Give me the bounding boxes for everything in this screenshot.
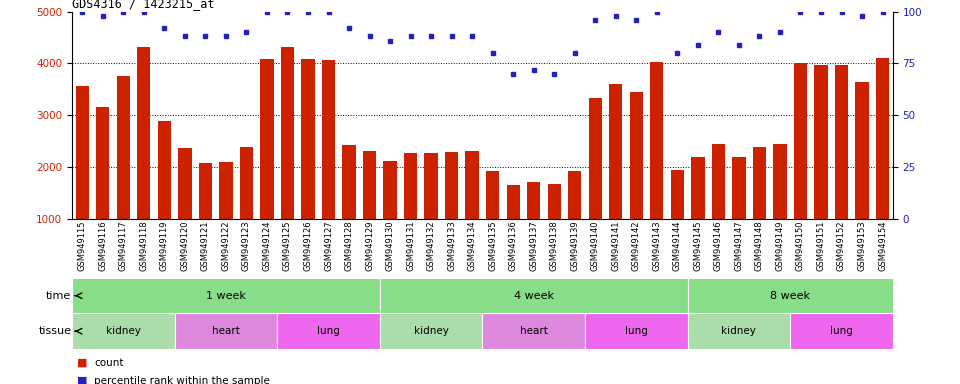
- Bar: [588, 98, 602, 271]
- Bar: [260, 59, 274, 271]
- Text: tissue: tissue: [38, 326, 71, 336]
- Bar: [671, 170, 684, 271]
- Bar: [424, 152, 438, 271]
- Bar: [790, 313, 893, 349]
- Text: percentile rank within the sample: percentile rank within the sample: [94, 376, 270, 384]
- Bar: [482, 313, 585, 349]
- Bar: [732, 157, 746, 271]
- Bar: [466, 152, 479, 271]
- Bar: [547, 184, 561, 271]
- Bar: [486, 171, 499, 271]
- Bar: [280, 47, 294, 271]
- Text: count: count: [94, 358, 124, 368]
- Bar: [383, 161, 396, 271]
- Bar: [753, 147, 766, 271]
- Bar: [404, 153, 418, 271]
- Text: 8 week: 8 week: [770, 291, 810, 301]
- Bar: [219, 162, 232, 271]
- Bar: [72, 313, 175, 349]
- Text: 4 week: 4 week: [514, 291, 554, 301]
- Text: GDS4316 / 1423215_at: GDS4316 / 1423215_at: [72, 0, 214, 10]
- Bar: [301, 59, 315, 271]
- Bar: [179, 148, 192, 271]
- Bar: [343, 145, 356, 271]
- Text: kidney: kidney: [722, 326, 756, 336]
- Bar: [609, 84, 622, 271]
- Bar: [199, 163, 212, 271]
- Bar: [72, 278, 380, 313]
- Bar: [116, 76, 130, 271]
- Bar: [568, 170, 582, 271]
- Bar: [137, 47, 151, 271]
- Text: ■: ■: [77, 376, 91, 384]
- Bar: [96, 108, 109, 271]
- Bar: [814, 65, 828, 271]
- Text: heart: heart: [212, 326, 240, 336]
- Bar: [773, 144, 786, 271]
- Text: ■: ■: [77, 358, 91, 368]
- Bar: [363, 151, 376, 271]
- Bar: [380, 313, 482, 349]
- Text: lung: lung: [830, 326, 852, 336]
- Bar: [835, 65, 849, 271]
- Bar: [585, 313, 687, 349]
- Bar: [507, 185, 520, 271]
- Bar: [794, 63, 807, 271]
- Bar: [630, 92, 643, 271]
- Bar: [277, 313, 380, 349]
- Bar: [240, 147, 253, 271]
- Bar: [650, 62, 663, 271]
- Bar: [76, 86, 89, 271]
- Bar: [157, 121, 171, 271]
- Bar: [175, 313, 277, 349]
- Text: lung: lung: [625, 326, 648, 336]
- Bar: [691, 157, 705, 271]
- Bar: [711, 144, 725, 271]
- Bar: [527, 182, 540, 271]
- Text: time: time: [46, 291, 71, 301]
- Text: heart: heart: [519, 326, 547, 336]
- Text: lung: lung: [317, 326, 340, 336]
- Bar: [444, 152, 458, 271]
- Bar: [855, 82, 869, 271]
- Text: kidney: kidney: [414, 326, 448, 336]
- Text: 1 week: 1 week: [206, 291, 246, 301]
- Bar: [380, 278, 687, 313]
- Text: kidney: kidney: [106, 326, 141, 336]
- Bar: [876, 58, 889, 271]
- Bar: [687, 278, 893, 313]
- Bar: [687, 313, 790, 349]
- Bar: [322, 60, 335, 271]
